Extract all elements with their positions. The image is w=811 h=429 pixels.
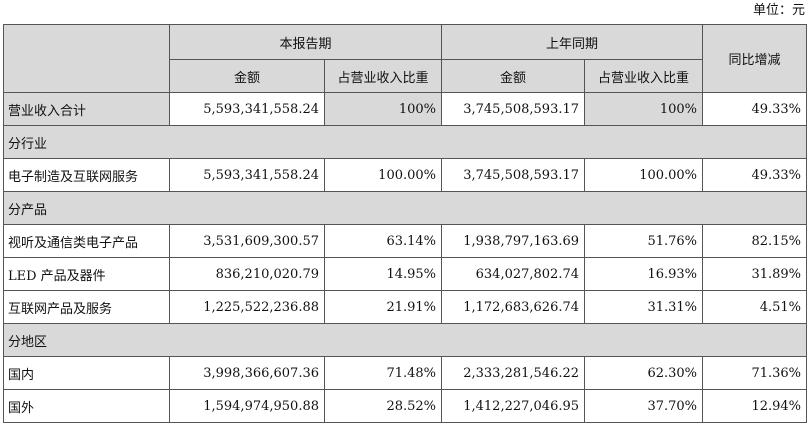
row-current-share: 21.91%: [323, 290, 443, 324]
section-header-row: 分行业: [2, 125, 808, 159]
row-label: 电子制造及互联网服务: [3, 158, 170, 192]
row-prior-amount: 2,333,281,546.22: [441, 356, 586, 390]
unit-label: 单位：元: [752, 3, 805, 18]
row-current-amount: 1,225,522,236.88: [169, 290, 325, 324]
row-current-amount: 3,531,609,300.57: [169, 224, 325, 258]
row-label: 国外: [3, 389, 170, 423]
row-yoy: 71.36%: [702, 356, 808, 390]
total-current-share: 100%: [323, 92, 443, 126]
table-row: 视听及通信类电子产品 3,531,609,300.57 63.14% 1,938…: [3, 224, 808, 258]
header-current-share: 占营业收入比重: [323, 59, 443, 93]
row-yoy: 4.51%: [702, 290, 808, 324]
row-label: 互联网产品及服务: [3, 290, 170, 324]
table-row: 国外 1,594,974,950.88 28.52% 1,412,227,046…: [3, 389, 808, 423]
row-prior-share: 51.76%: [584, 224, 704, 258]
row-yoy: 49.33%: [702, 158, 808, 192]
section-title-region: 分地区: [2, 323, 808, 357]
header-prior-amount: 金额: [441, 59, 586, 93]
row-prior-share: 16.93%: [584, 257, 704, 291]
row-current-amount: 3,998,366,607.36: [169, 356, 325, 390]
total-label: 营业收入合计: [3, 92, 170, 126]
total-yoy: 49.33%: [702, 92, 808, 126]
total-current-amount: 5,593,341,558.24: [169, 92, 325, 126]
row-prior-share: 37.70%: [584, 389, 704, 423]
total-prior-share: 100%: [584, 92, 704, 126]
row-current-share: 100.00%: [323, 158, 443, 192]
row-prior-amount: 1,412,227,046.95: [441, 389, 586, 423]
row-yoy: 31.89%: [702, 257, 808, 291]
section-header-row: 分地区: [2, 323, 808, 357]
row-yoy: 12.94%: [702, 389, 808, 423]
row-current-share: 71.48%: [323, 356, 443, 390]
row-prior-amount: 634,027,802.74: [441, 257, 586, 291]
row-current-amount: 5,593,341,558.24: [169, 158, 325, 192]
row-prior-share: 62.30%: [584, 356, 704, 390]
table-row: LED 产品及器件 836,210,020.79 14.95% 634,027,…: [3, 257, 808, 291]
row-label: 视听及通信类电子产品: [3, 224, 170, 258]
table-row: 互联网产品及服务 1,225,522,236.88 21.91% 1,172,6…: [3, 290, 808, 324]
revenue-composition-table: 本报告期 上年同期 同比增减 金额 占营业收入比重 金额 占营业收入比重 营业收…: [2, 24, 808, 423]
row-prior-amount: 1,172,683,626.74: [441, 290, 586, 324]
row-prior-amount: 3,745,508,593.17: [441, 158, 586, 192]
table-row: 电子制造及互联网服务 5,593,341,558.24 100.00% 3,74…: [3, 158, 808, 192]
row-label: LED 产品及器件: [3, 257, 170, 291]
header-current-amount: 金额: [169, 59, 325, 93]
total-row: 营业收入合计 5,593,341,558.24 100% 3,745,508,5…: [3, 92, 808, 126]
total-prior-amount: 3,745,508,593.17: [441, 92, 586, 126]
row-prior-amount: 1,938,797,163.69: [441, 224, 586, 258]
header-row-1: 本报告期 上年同期 同比增减: [3, 24, 808, 93]
header-corner-cell: [3, 24, 170, 93]
row-current-share: 63.14%: [323, 224, 443, 258]
header-row-2: 金额 占营业收入比重 金额 占营业收入比重: [4, 59, 807, 93]
row-current-share: 28.52%: [323, 389, 443, 423]
row-yoy: 82.15%: [702, 224, 808, 258]
row-prior-share: 100.00%: [584, 158, 704, 192]
header-prior-share: 占营业收入比重: [584, 59, 704, 93]
header-yoy-change: 同比增减: [702, 24, 808, 93]
row-current-amount: 1,594,974,950.88: [169, 389, 325, 423]
row-current-amount: 836,210,020.79: [169, 257, 325, 291]
section-title-industry: 分行业: [2, 125, 808, 159]
section-title-product: 分产品: [2, 191, 808, 225]
row-current-share: 14.95%: [323, 257, 443, 291]
section-header-row: 分产品: [2, 191, 808, 225]
table-row: 国内 3,998,366,607.36 71.48% 2,333,281,546…: [3, 356, 808, 390]
row-label: 国内: [3, 356, 170, 390]
header-prior-period: 上年同期: [441, 24, 704, 60]
row-prior-share: 31.31%: [584, 290, 704, 324]
header-current-period: 本报告期: [168, 24, 443, 60]
